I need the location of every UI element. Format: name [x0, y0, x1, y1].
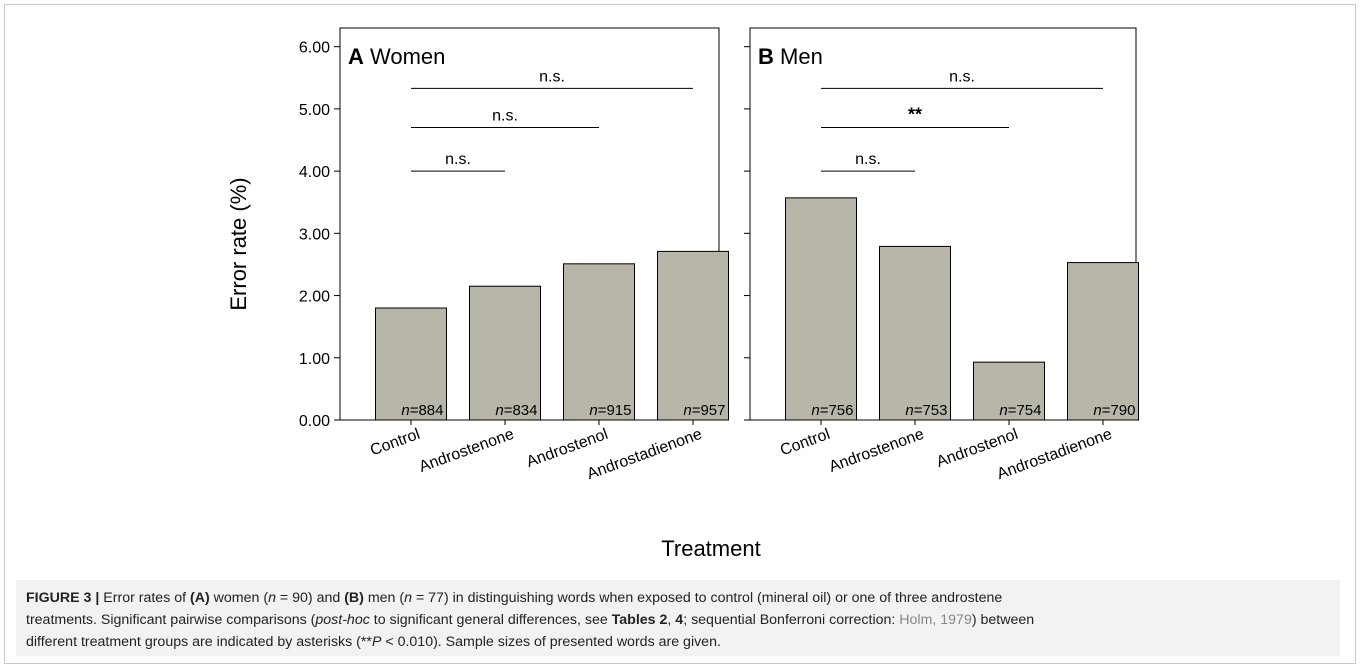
- y-tick-label: 4.00: [299, 164, 330, 181]
- bar: [785, 197, 857, 421]
- chart-figure: 0.001.002.003.004.005.006.00 A Womenn=884…: [226, 27, 1139, 561]
- bar: [469, 285, 541, 421]
- category-label: Control: [778, 426, 832, 460]
- sample-size-prefix: n: [495, 402, 503, 419]
- y-tick-label: 1.00: [299, 351, 330, 368]
- sample-size-value: =753: [914, 402, 948, 419]
- caption-line-2: treatments. Significant pairwise compari…: [26, 609, 1330, 631]
- figure-caption: FIGURE 3 | Error rates of (A) women (n =…: [16, 580, 1340, 656]
- significance-label: **: [908, 105, 922, 125]
- caption-italic: P: [371, 634, 382, 650]
- caption-table-link[interactable]: Tables 2: [611, 612, 668, 628]
- caption-text: men (: [363, 590, 405, 606]
- bar: [563, 263, 635, 421]
- y-tick-label: 2.00: [299, 289, 330, 306]
- significance-label: n.s.: [855, 151, 881, 168]
- caption-text: treatments. Significant pairwise compari…: [26, 612, 316, 628]
- figure-frame: [4, 4, 1356, 664]
- caption-text: = 90) and: [275, 590, 345, 606]
- caption-text: different treatment groups are indicated…: [26, 634, 372, 650]
- caption-text: ; sequential Bonferroni correction:: [683, 612, 900, 628]
- figure-label: FIGURE 3 |: [26, 590, 100, 606]
- caption-italic: n: [404, 590, 412, 606]
- bar: [1067, 262, 1139, 421]
- panel-title-text: Women: [364, 44, 446, 69]
- category-label: Androstenone: [417, 426, 517, 476]
- y-tick-label: 6.00: [299, 40, 330, 57]
- caption-text: ) between: [971, 612, 1035, 628]
- sample-size-prefix: n: [401, 402, 409, 419]
- panel-b-men: B Menn=756Controln=753Androstenonen=754A…: [744, 27, 1139, 483]
- significance-label: n.s.: [492, 108, 518, 125]
- caption-text: < 0.010). Sample sizes of presented word…: [381, 634, 721, 650]
- sample-size-label: n=834: [495, 402, 537, 419]
- caption-text: ,: [667, 612, 676, 628]
- sample-size-value: =834: [504, 402, 538, 419]
- y-tick-label: 5.00: [299, 102, 330, 119]
- caption-table-link[interactable]: 4: [675, 612, 684, 628]
- significance-label: n.s.: [445, 151, 471, 168]
- caption-text: women (: [209, 590, 269, 606]
- sample-size-label: n=790: [1093, 402, 1135, 419]
- significance-label: n.s.: [949, 68, 975, 85]
- caption-text: Error rates of: [99, 590, 191, 606]
- bar: [657, 250, 729, 421]
- caption-text: to significant general differences, see: [369, 612, 612, 628]
- sample-size-prefix: n: [589, 402, 597, 419]
- panel-title: B Men: [758, 44, 823, 69]
- sample-size-label: n=957: [683, 402, 725, 419]
- caption-bold: (B): [344, 590, 364, 606]
- x-axis-label: Treatment: [661, 536, 760, 561]
- sample-size-label: n=753: [905, 402, 947, 419]
- sample-size-value: =756: [820, 402, 854, 419]
- caption-line-1: FIGURE 3 | Error rates of (A) women (n =…: [26, 587, 1330, 609]
- bar: [973, 361, 1045, 421]
- panel-title-text: Men: [774, 44, 823, 69]
- category-label: Control: [368, 426, 422, 460]
- caption-italic: n: [268, 590, 276, 606]
- caption-line-3: different treatment groups are indicated…: [26, 631, 1330, 653]
- caption-reference-link[interactable]: Holm, 1979: [899, 612, 972, 628]
- sample-size-value: =754: [1008, 402, 1042, 419]
- panel-letter: B: [758, 44, 774, 69]
- sample-size-label: n=754: [999, 402, 1041, 419]
- panel-letter: A: [348, 44, 364, 69]
- sample-size-prefix: n: [999, 402, 1007, 419]
- y-tick-label: 3.00: [299, 226, 330, 243]
- sample-size-prefix: n: [905, 402, 913, 419]
- caption-bold: (A): [190, 590, 210, 606]
- sample-size-label: n=884: [401, 402, 443, 419]
- caption-italic: post-hoc: [315, 612, 370, 628]
- panel-a-women: 0.001.002.003.004.005.006.00 A Womenn=884…: [299, 27, 729, 483]
- bar: [879, 245, 951, 421]
- sample-size-value: =884: [410, 402, 444, 419]
- sample-size-prefix: n: [811, 402, 819, 419]
- significance-label: n.s.: [539, 68, 565, 85]
- y-axis-label: Error rate (%): [226, 177, 251, 310]
- sample-size-label: n=756: [811, 402, 853, 419]
- panel-title: A Women: [348, 44, 445, 69]
- caption-text: = 77) in distinguishing words when expos…: [412, 590, 1003, 606]
- sample-size-prefix: n: [1093, 402, 1101, 419]
- y-tick-label: 0.00: [299, 413, 330, 430]
- sample-size-value: =790: [1102, 402, 1136, 419]
- category-label: Androstenone: [827, 426, 927, 476]
- sample-size-value: =957: [692, 402, 726, 419]
- sample-size-label: n=915: [589, 402, 631, 419]
- sample-size-value: =915: [598, 402, 632, 419]
- sample-size-prefix: n: [683, 402, 691, 419]
